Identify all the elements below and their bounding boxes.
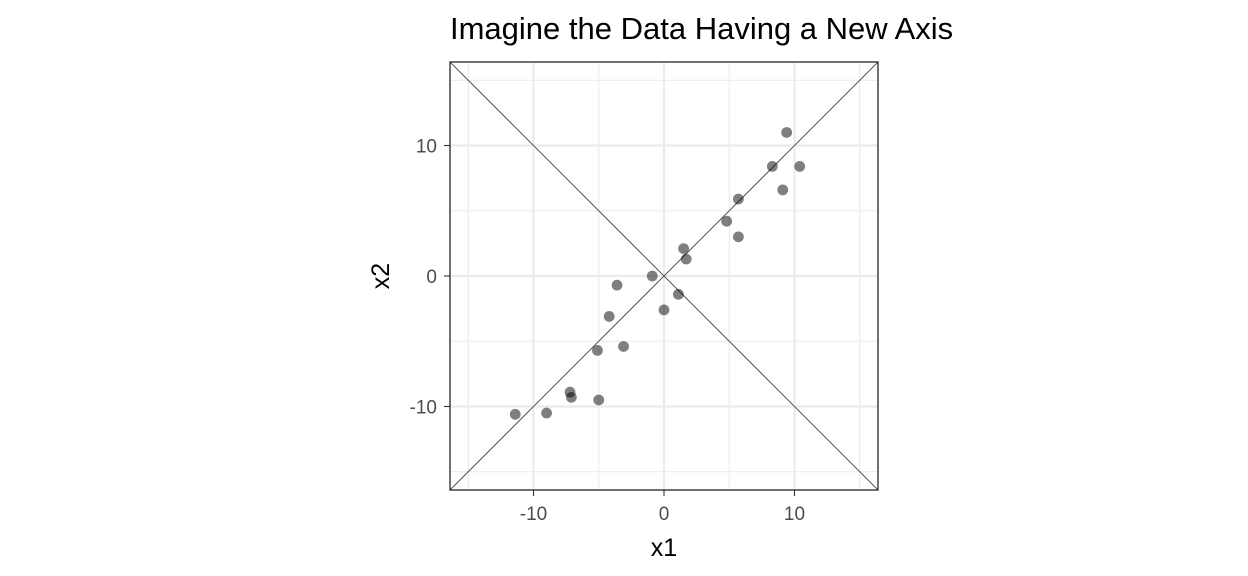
data-point [509,408,521,420]
data-point [672,288,684,300]
data-point [732,193,744,205]
x-tick-label: -10 [520,504,547,525]
data-point [541,407,552,419]
data-points [509,127,806,420]
y-axis: -10 0 10 [410,137,450,418]
data-point [678,243,689,254]
data-point [680,253,692,265]
data-point [611,279,623,291]
diagonal-line-negative [449,61,879,491]
chart-title: Imagine the Data Having a New Axis [450,11,953,46]
data-point [658,304,670,316]
data-point [777,184,789,196]
data-point [618,341,629,352]
x-axis: -10 0 10 [520,490,805,525]
data-point [593,394,605,406]
data-point [721,215,733,227]
data-point [794,160,806,172]
data-point [732,231,744,243]
data-point [603,311,615,322]
plot-panel [449,61,879,491]
data-point [766,160,778,172]
x-axis-title: x1 [651,534,677,562]
reference-lines [449,61,879,491]
x-tick-label: 10 [784,504,805,525]
y-tick-label: 10 [416,137,437,158]
data-point [592,344,603,356]
data-point [781,127,793,138]
y-axis-title: x2 [367,263,395,289]
y-tick-label: 0 [426,267,437,288]
x-tick-label: 0 [659,504,670,525]
data-point [646,270,658,282]
data-point [565,391,577,403]
y-tick-label: -10 [410,397,437,418]
